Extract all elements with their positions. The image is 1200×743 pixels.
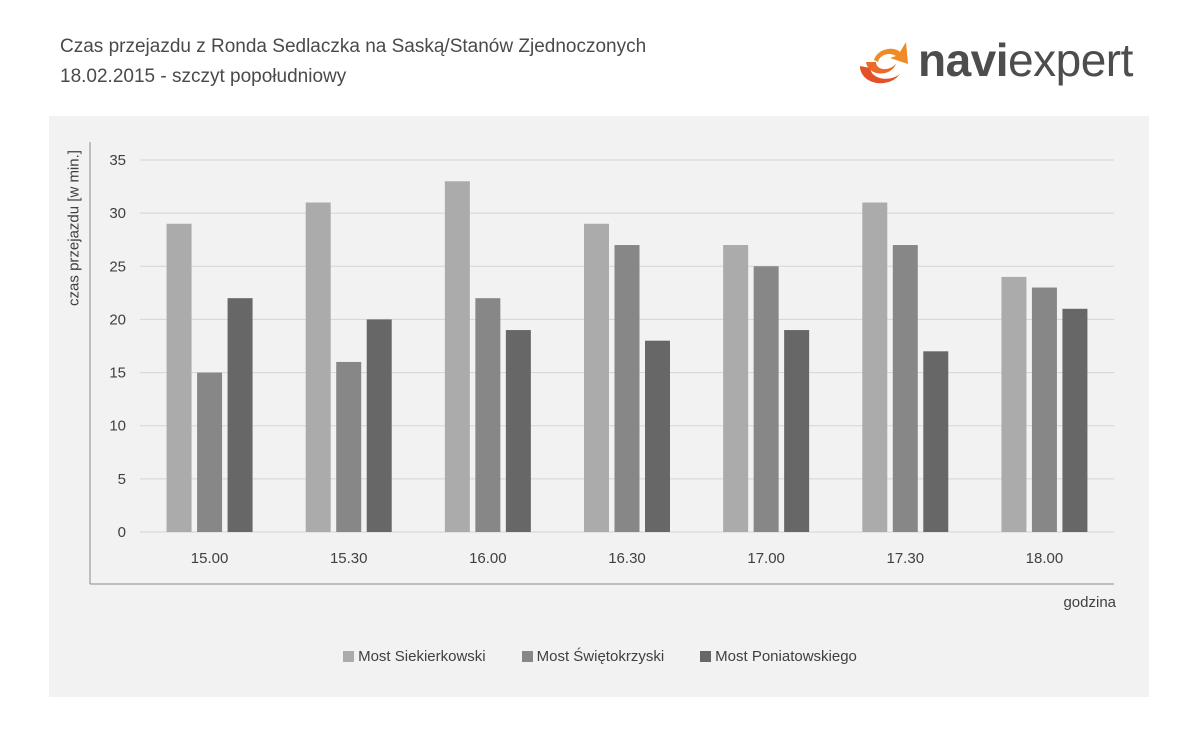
chart-legend: Most Siekierkowski Most Świętokrzyski Most… [0, 648, 1200, 665]
bar [723, 245, 749, 532]
bar [305, 202, 331, 532]
bar [753, 266, 779, 532]
chart-subtitle: 18.02.2015 - szczyt popołudniowy [60, 66, 347, 87]
chart-title: Czas przejazdu z Ronda Sedlaczka na Sask… [60, 36, 647, 57]
legend-item: Most Poniatowskiego [700, 648, 857, 665]
y-tick-label: 10 [109, 418, 126, 435]
bar [336, 361, 362, 532]
bar [1001, 276, 1027, 532]
bar [166, 223, 192, 532]
legend-item: Most Świętokrzyski [521, 648, 665, 665]
bar [505, 330, 531, 532]
legend-swatch [521, 651, 533, 662]
bar [614, 245, 640, 532]
x-tick-label: 17.00 [747, 550, 785, 567]
x-tick-label: 18.00 [1026, 550, 1064, 567]
y-tick-label: 35 [109, 152, 126, 169]
bar [784, 330, 810, 532]
chart-header: Czas przejazdu z Ronda Sedlaczka na Sask… [60, 32, 646, 92]
bar [444, 181, 470, 532]
bar [475, 298, 501, 532]
bar [923, 351, 949, 532]
legend-label: Most Świętokrzyski [536, 648, 665, 665]
y-tick-label: 25 [109, 258, 126, 275]
x-tick-label: 15.00 [191, 550, 229, 567]
legend-label: Most Poniatowskiego [715, 648, 857, 665]
logo-wordmark: naviexpert [918, 32, 1133, 88]
y-tick-label: 0 [118, 524, 126, 541]
bar [1062, 308, 1088, 532]
x-tick-label: 16.30 [608, 550, 646, 567]
x-tick-label: 16.00 [469, 550, 507, 567]
x-axis-label: godzina [1063, 594, 1116, 611]
legend-swatch [343, 651, 355, 662]
bar [645, 340, 670, 532]
y-tick-label: 30 [109, 205, 126, 222]
bar [862, 202, 888, 532]
logo-swirl-icon [860, 42, 908, 84]
bar [1031, 287, 1057, 532]
x-tick-label: 15.30 [330, 550, 368, 567]
y-tick-label: 5 [118, 471, 126, 488]
naviexpert-logo: naviexpert [850, 30, 1150, 94]
bar [366, 319, 392, 532]
x-tick-label: 17.30 [887, 550, 925, 567]
y-axis-label: czas przejazdu [w min.] [65, 150, 83, 306]
legend-label: Most Siekierkowski [358, 648, 486, 665]
legend-item: Most Siekierkowski [343, 648, 486, 665]
bar [892, 245, 918, 532]
logo-light-text: expert [1008, 34, 1133, 86]
logo-bold-text: navi [918, 34, 1009, 86]
legend-swatch [700, 651, 712, 662]
bar [197, 372, 223, 532]
bar [584, 223, 609, 532]
y-tick-label: 15 [109, 365, 126, 382]
y-tick-label: 20 [109, 311, 126, 328]
bar [227, 298, 253, 532]
